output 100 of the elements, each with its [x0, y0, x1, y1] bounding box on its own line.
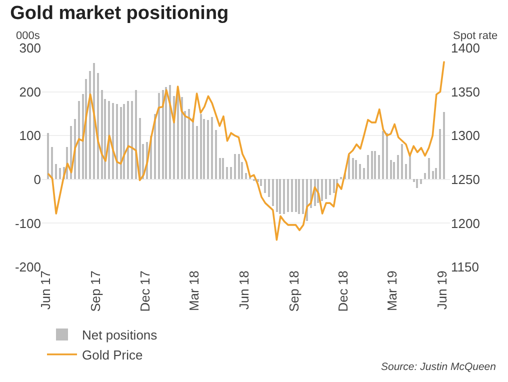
- y2-tick-label: 1300: [451, 128, 480, 144]
- y-tick-label: 100: [19, 128, 41, 144]
- bar: [302, 179, 304, 214]
- bar: [55, 164, 57, 179]
- bar: [238, 154, 240, 179]
- bar: [409, 155, 411, 179]
- bar: [359, 164, 361, 179]
- bar: [211, 117, 213, 179]
- bar: [432, 171, 434, 179]
- bar: [116, 104, 118, 179]
- bar: [393, 162, 395, 179]
- bar: [139, 118, 141, 179]
- bar: [298, 179, 300, 214]
- bar: [97, 73, 99, 179]
- bar: [215, 130, 217, 179]
- bar: [260, 179, 262, 186]
- bar: [276, 179, 278, 212]
- bar: [112, 103, 114, 179]
- bar: [162, 90, 164, 179]
- bar: [428, 158, 430, 179]
- y2-tick-label: 1200: [451, 216, 480, 231]
- y2-tick-label: 1400: [451, 40, 480, 56]
- bar: [188, 109, 190, 179]
- bar: [416, 179, 418, 188]
- bar: [401, 144, 403, 179]
- y-tick-label: 0: [34, 172, 41, 187]
- bar: [443, 112, 445, 179]
- x-tick-label: Sep 17: [88, 270, 104, 312]
- bar: [268, 179, 270, 197]
- bar: [390, 160, 392, 179]
- bar: [424, 173, 426, 179]
- bar: [200, 114, 202, 179]
- x-tick-label: Jun 17: [38, 270, 54, 310]
- bar: [120, 107, 122, 179]
- line-series: [48, 61, 445, 241]
- y2-tick-label: 1350: [451, 84, 480, 100]
- bar: [382, 131, 384, 179]
- bar: [397, 155, 399, 179]
- source-note: Source: Justin McQueen: [381, 361, 496, 373]
- y-axis-title: 000s: [16, 30, 40, 42]
- bar: [196, 126, 198, 179]
- bar: [279, 179, 281, 214]
- bar: [295, 179, 297, 212]
- y-tick-label: -200: [14, 260, 41, 275]
- bar: [226, 167, 228, 179]
- bar: [371, 151, 373, 179]
- bar: [207, 120, 209, 179]
- x-tick-label: Dec 18: [336, 270, 351, 312]
- x-tick-label: Dec 17: [137, 270, 152, 312]
- x-tick-label: Mar 18: [186, 270, 202, 312]
- bar: [435, 168, 437, 179]
- bar: [321, 179, 323, 201]
- x-tick-label: Jun 19: [434, 270, 450, 310]
- bar: [219, 158, 221, 179]
- bar: [283, 179, 285, 214]
- y2-tick-label: 1250: [451, 172, 480, 187]
- y2-tick-label: 1150: [451, 260, 479, 275]
- bar: [222, 158, 224, 179]
- legend-label: Gold Price: [82, 347, 143, 362]
- bar: [352, 158, 354, 179]
- bar: [47, 133, 49, 179]
- bar: [230, 167, 232, 179]
- bar: [234, 154, 236, 179]
- bar: [59, 168, 61, 179]
- bar: [287, 179, 289, 212]
- bar: [165, 87, 167, 179]
- bar: [363, 168, 365, 179]
- x-tick-label: Jun 18: [236, 270, 252, 310]
- bar: [264, 179, 266, 193]
- bar: [135, 90, 137, 179]
- bar: [329, 179, 331, 195]
- bar: [131, 101, 133, 179]
- bar: [78, 101, 80, 179]
- bar: [386, 133, 388, 179]
- y2-axis-title: Spot rate: [453, 30, 498, 42]
- bar: [439, 129, 441, 179]
- bar: [378, 155, 380, 179]
- bar: [192, 118, 194, 179]
- bar: [291, 179, 293, 212]
- bar: [101, 90, 103, 179]
- bar: [127, 101, 129, 179]
- bar: [51, 147, 53, 179]
- bar: [169, 85, 171, 179]
- bar: [272, 179, 274, 206]
- bar: [158, 93, 160, 179]
- x-tick-label: Sep 18: [286, 270, 302, 312]
- chart-title: Gold market positioning: [10, 3, 229, 24]
- bar: [420, 179, 422, 184]
- y-tick-label: -100: [14, 216, 41, 231]
- x-tick-label: Mar 19: [384, 270, 400, 312]
- bar: [325, 179, 327, 199]
- y-tick-label: 300: [19, 40, 41, 56]
- bar: [333, 179, 335, 193]
- bar: [181, 97, 183, 179]
- y-tick-label: 200: [19, 84, 41, 100]
- bar: [355, 160, 357, 179]
- bar: [89, 71, 91, 179]
- bar: [177, 92, 179, 179]
- bar: [367, 155, 369, 179]
- bar: [405, 164, 407, 179]
